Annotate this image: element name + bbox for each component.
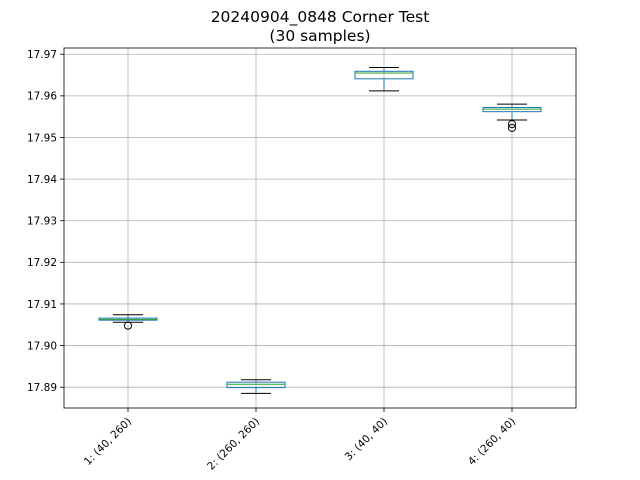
x-tick-label: 2: (260, 260) — [205, 416, 262, 473]
box-iqr — [226, 381, 286, 389]
x-tick-label: 3: (40, 40) — [343, 416, 390, 463]
y-tick-label: 17.91 — [27, 299, 57, 311]
outlier-point — [123, 321, 133, 330]
boxplots — [98, 67, 542, 394]
x-tick-label: 4: (260, 40) — [466, 416, 518, 468]
outlier-point — [507, 120, 517, 129]
grid — [64, 48, 576, 408]
outlier-point — [507, 123, 517, 133]
box-3 — [354, 67, 414, 92]
y-tick-label: 17.90 — [27, 340, 57, 352]
plot-frame — [63, 47, 577, 409]
y-tick-label: 17.96 — [27, 91, 57, 103]
x-tick-label: 1: (40, 260) — [82, 416, 134, 468]
y-tick-label: 17.94 — [27, 174, 57, 186]
box-4 — [482, 103, 542, 133]
box-1 — [98, 314, 158, 330]
y-tick-label: 17.95 — [27, 132, 57, 144]
y-tick-label: 17.97 — [27, 49, 57, 61]
chart-subtitle: (30 samples) — [269, 27, 370, 45]
y-tick-label: 17.93 — [27, 216, 57, 228]
y-tick-label: 17.89 — [27, 382, 57, 394]
box-iqr — [354, 70, 414, 80]
y-tick-label: 17.92 — [27, 257, 57, 269]
box-2 — [226, 379, 286, 394]
chart-title: 20240904_0848 Corner Test — [211, 8, 430, 27]
